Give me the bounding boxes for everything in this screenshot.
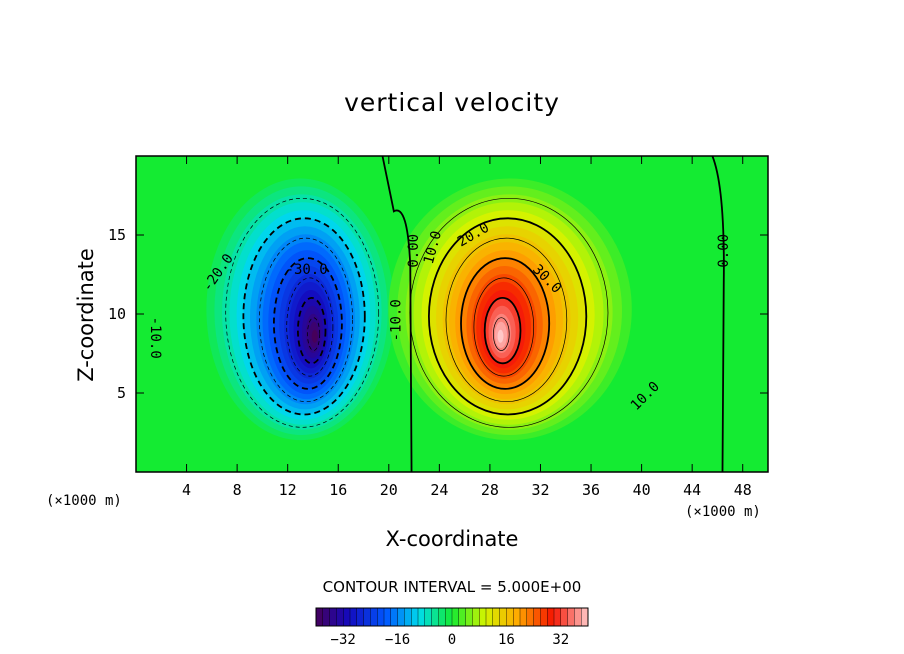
colorbar-segment xyxy=(424,607,433,627)
x-unit-left: (×1000 m) xyxy=(46,493,122,509)
colorbar-segment xyxy=(547,607,555,627)
contour-line xyxy=(242,217,366,416)
contour-line xyxy=(493,317,510,351)
colorbar-segment xyxy=(315,607,324,627)
colorbar-segment xyxy=(417,607,426,627)
colorbar-frame xyxy=(315,607,589,627)
colorbar-segment xyxy=(458,607,467,627)
colorbar-segment xyxy=(349,607,358,627)
x-tick-label: 40 xyxy=(632,481,651,499)
contour-line xyxy=(272,257,343,390)
x-tick-label: 4 xyxy=(182,481,192,499)
x-unit-right: (×1000 m) xyxy=(685,504,761,520)
x-tick-label: 28 xyxy=(480,481,499,499)
colorbar-segment xyxy=(506,607,514,627)
colorbar-tick-label: −32 xyxy=(330,632,356,648)
contour-band xyxy=(497,329,504,343)
colorbar-segment xyxy=(540,607,548,627)
y-tick-label: 15 xyxy=(107,226,126,244)
colorbar-segment xyxy=(574,607,582,627)
colorbar-segment xyxy=(451,607,460,627)
colorbar-segment xyxy=(445,607,453,627)
updraft-maximum-bands xyxy=(388,178,632,441)
contour-label: -10.0 xyxy=(388,299,404,341)
x-tick-label: 32 xyxy=(531,481,550,499)
colorbar-segment xyxy=(526,607,535,627)
contour-line xyxy=(428,217,588,416)
zero-contour-line xyxy=(381,156,413,472)
colorbar-segment xyxy=(553,607,562,627)
colorbar-tick-label: 0 xyxy=(447,632,457,648)
colorbar-segment xyxy=(329,607,337,627)
colorbar-segment xyxy=(343,607,351,627)
colorbar xyxy=(315,607,589,627)
x-tick-label: 8 xyxy=(232,481,242,499)
colorbar-segment xyxy=(438,607,446,627)
colorbar-segment xyxy=(472,607,480,627)
colorbar-segment xyxy=(397,607,405,627)
zero-contour-line xyxy=(711,156,725,472)
colorbar-segment xyxy=(431,607,439,627)
contour-label: -10.0 xyxy=(147,317,163,359)
colorbar-segment xyxy=(533,607,541,627)
contour-line xyxy=(259,237,353,403)
contour-line xyxy=(483,296,522,365)
colorbar-segment xyxy=(377,607,385,627)
colorbar-segment xyxy=(499,607,507,627)
x-tick-label: 44 xyxy=(683,481,702,499)
y-tick-label: 10 xyxy=(107,305,126,323)
colorbar-segment xyxy=(356,607,365,627)
contour-line xyxy=(225,197,380,428)
colorbar-segment xyxy=(383,607,392,627)
colorbar-segment xyxy=(567,607,575,627)
contour-line xyxy=(473,277,535,377)
contour-interval-text: CONTOUR INTERVAL = 5.000E+00 xyxy=(322,578,582,596)
colorbar-tick-label: −16 xyxy=(384,632,411,648)
contour-field xyxy=(206,156,725,472)
contour-line xyxy=(297,296,327,365)
y-tick-label: 5 xyxy=(116,384,126,402)
colorbar-segment xyxy=(465,607,473,627)
contour-label: 0.00 xyxy=(406,234,422,268)
x-axis-label: X-coordinate xyxy=(385,527,519,551)
contour-label: 0.00 xyxy=(716,234,732,268)
colorbar-segment xyxy=(560,607,569,627)
colorbar-segment xyxy=(411,607,419,627)
colorbar-tick-label: 32 xyxy=(552,632,570,648)
x-tick-label: 20 xyxy=(379,481,398,499)
x-tick-label: 16 xyxy=(329,481,348,499)
colorbar-segment xyxy=(519,607,528,627)
colorbar-segment xyxy=(390,607,399,627)
x-tick-label: 24 xyxy=(430,481,449,499)
contour-line xyxy=(445,237,568,403)
contour-line xyxy=(307,317,321,351)
colorbar-segment xyxy=(485,607,494,627)
x-tick-label: 36 xyxy=(582,481,601,499)
colorbar-segment xyxy=(370,607,378,627)
colorbar-tick-label: 16 xyxy=(497,632,515,648)
x-tick-label: 12 xyxy=(278,481,297,499)
contour-line xyxy=(286,277,334,377)
colorbar-segment xyxy=(513,607,521,627)
contour-band xyxy=(311,329,318,343)
downdraft-minimum-bands xyxy=(206,178,395,441)
colorbar-segment xyxy=(404,607,412,627)
colorbar-segment xyxy=(492,607,501,627)
x-tick-label: 48 xyxy=(733,481,752,499)
contour-line xyxy=(460,257,551,390)
colorbar-segment xyxy=(479,607,487,627)
colorbar-segment xyxy=(322,607,331,627)
chart-title: vertical velocity xyxy=(344,88,560,117)
colorbar-segment xyxy=(336,607,344,627)
contour-label: -30.0 xyxy=(286,262,328,278)
colorbar-segment xyxy=(581,607,589,627)
colorbar-segment xyxy=(363,607,371,627)
